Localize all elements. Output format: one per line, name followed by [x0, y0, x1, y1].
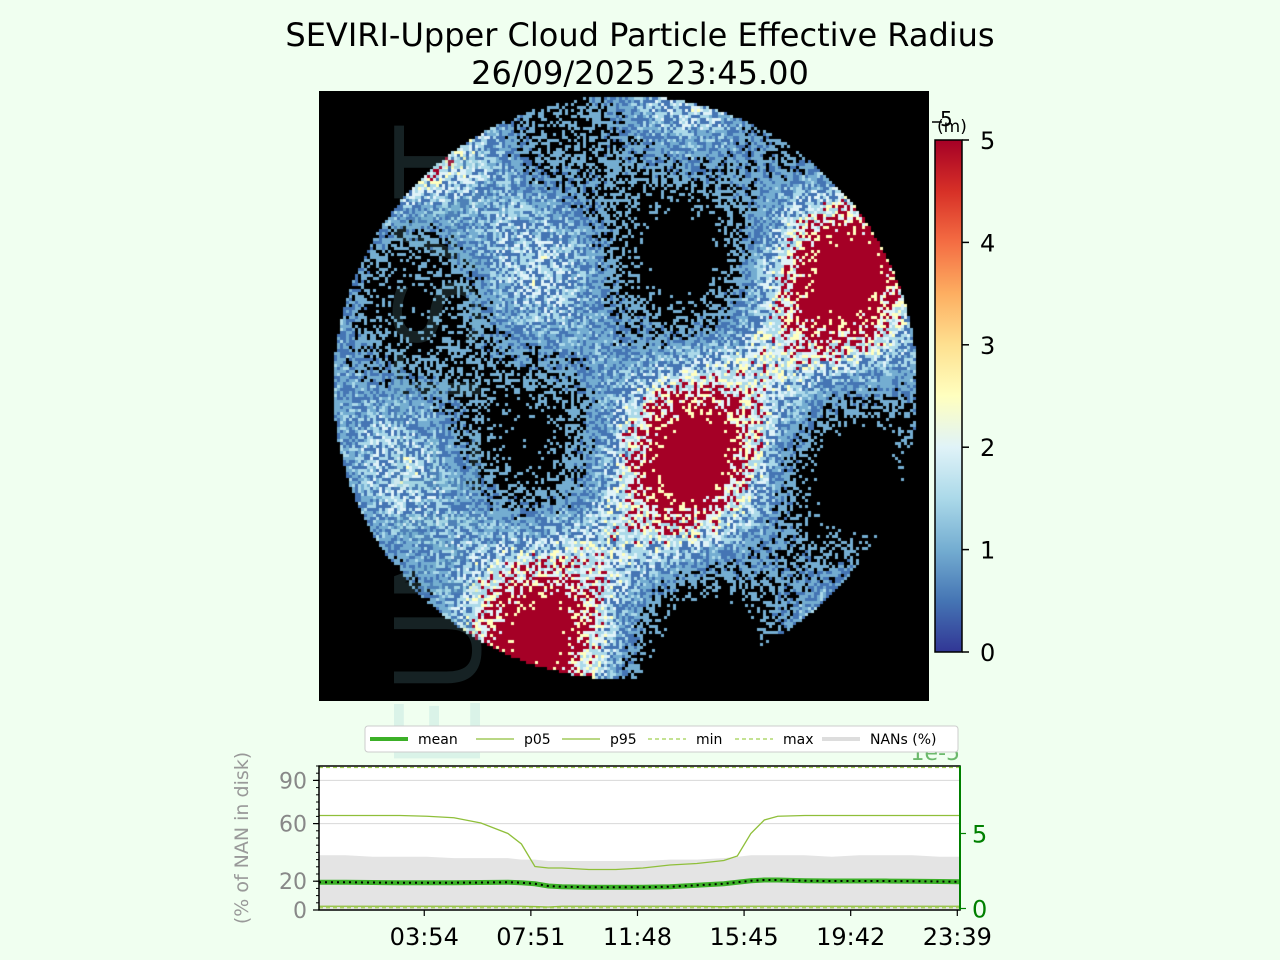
series-line-mean — [319, 879, 961, 889]
x-tick-label: 23:39 — [923, 923, 992, 951]
chart-title: SEVIRI-Upper Cloud Particle Effective Ra… — [285, 16, 995, 54]
legend-label: p95 — [610, 732, 637, 748]
chart-datetime: 26/09/2025 23:45.00 — [471, 54, 809, 92]
x-tick-label: 15:45 — [709, 923, 778, 951]
x-tick-label: 07:51 — [496, 923, 565, 951]
legend-label: p05 — [524, 732, 551, 748]
x-tick-label: 03:54 — [390, 923, 459, 951]
legend-label: NANs (%) — [870, 732, 937, 748]
colorbar-tick-label: 2 — [980, 434, 995, 462]
colorbar-tick-label: 3 — [980, 332, 995, 360]
colorbar-tick-label: 5 — [980, 127, 995, 155]
left-tick-label: 90 — [279, 769, 307, 794]
satellite-disk-image — [319, 91, 929, 701]
left-tick-label: 20 — [279, 870, 307, 895]
series-line-p95 — [319, 814, 960, 871]
legend-label: max — [783, 732, 814, 748]
legend-label: min — [696, 732, 722, 748]
legend-box — [364, 725, 959, 753]
series-line-p05 — [319, 905, 960, 908]
nan-area — [319, 855, 960, 910]
colorbar — [934, 139, 963, 653]
colorbar-exponent-mark: 5 — [940, 107, 953, 131]
colorbar-tick-label: 4 — [980, 229, 995, 257]
legend-label: mean — [418, 732, 458, 748]
left-axis-label: (% of NAN in disk) — [231, 752, 253, 924]
right-tick-label: 5 — [972, 821, 987, 849]
x-tick-label: 11:48 — [603, 923, 672, 951]
x-tick-label: 19:42 — [816, 923, 885, 951]
left-tick-label: 60 — [279, 813, 307, 838]
colorbar-tick-label: 1 — [980, 537, 995, 565]
colorbar-unit: (m) — [937, 117, 967, 137]
right-tick-label: 0 — [972, 896, 987, 924]
left-tick-label: 0 — [293, 899, 307, 924]
colorbar-tick-label: 0 — [980, 639, 995, 667]
